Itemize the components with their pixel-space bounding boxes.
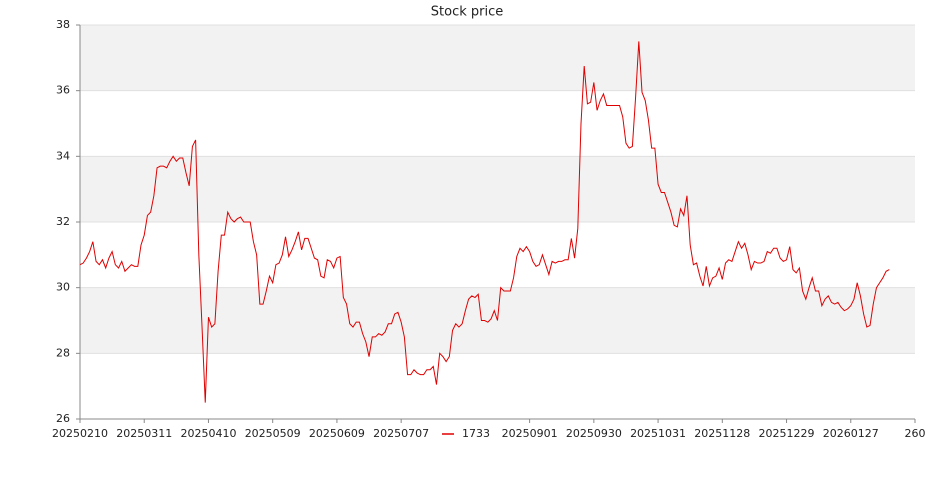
y-tick-label: 34 bbox=[56, 149, 70, 162]
x-tick-label: 20250210 bbox=[52, 427, 108, 440]
x-tick-label: 20250609 bbox=[309, 427, 365, 440]
x-tick-label: 20250509 bbox=[245, 427, 301, 440]
y-tick-label: 28 bbox=[56, 346, 70, 359]
x-tick-label: 20251031 bbox=[630, 427, 686, 440]
x-tick-label: 20250901 bbox=[502, 427, 558, 440]
y-tick-label: 30 bbox=[56, 281, 70, 294]
y-tick-label: 38 bbox=[56, 18, 70, 31]
x-tick-label: 20250930 bbox=[566, 427, 622, 440]
grid-band bbox=[80, 25, 915, 91]
x-tick-label: 20260127 bbox=[823, 427, 879, 440]
x-tick-label: 260 bbox=[905, 427, 926, 440]
y-tick-label: 32 bbox=[56, 215, 70, 228]
grid-band bbox=[80, 156, 915, 222]
x-tick-label: 20251128 bbox=[694, 427, 750, 440]
y-tick-label: 26 bbox=[56, 412, 70, 425]
x-tick-label: 20251229 bbox=[759, 427, 815, 440]
x-tick-label: 20250707 bbox=[373, 427, 429, 440]
y-tick-label: 36 bbox=[56, 84, 70, 97]
legend-label: 1733 bbox=[462, 427, 490, 440]
legend-background bbox=[438, 426, 496, 442]
x-tick-label: 20250311 bbox=[116, 427, 172, 440]
chart-title: Stock price bbox=[431, 5, 503, 20]
line-series bbox=[79, 41, 890, 403]
x-tick-label: 20250410 bbox=[180, 427, 236, 440]
